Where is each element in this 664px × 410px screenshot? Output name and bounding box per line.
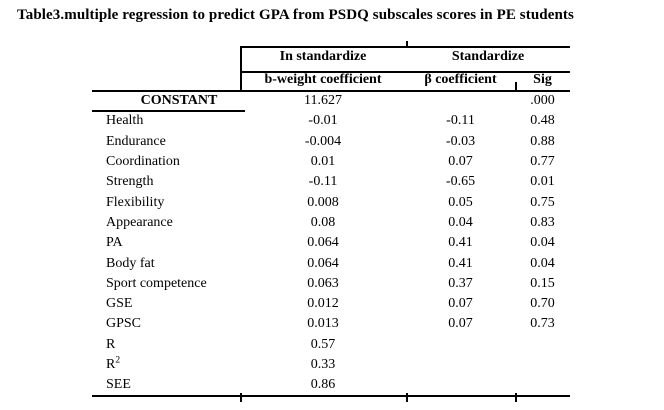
bweight-value: 0.57 [310,336,336,352]
row-label: Endurance [106,133,166,149]
header-top-rule [240,46,570,48]
bweight-value: 0.86 [310,377,336,393]
bweight-value: 0.064 [307,235,339,251]
sig-column-tick [515,82,517,91]
sig-value: 0.83 [530,214,555,230]
row-label: GSE [106,296,133,312]
beta-value: 0.04 [448,214,473,230]
header-bottom-rule [92,90,570,92]
beta-value: 0.07 [448,316,473,332]
table-row: GPSC 0.013 0.07 0.73 [92,314,570,334]
group-header-standardized: Standardize [451,49,525,64]
beta-value: 0.07 [448,154,473,170]
row-label: Health [106,113,144,129]
table-body: CONSTANT 11.627 .000 Health -0.01 -0.11 … [92,91,570,395]
bottom-tick-bweight-col [406,393,408,402]
header-mid-rule [240,71,570,73]
bweight-value: 0.063 [307,275,339,291]
beta-value: 0.05 [448,194,473,210]
row-label: Sport competence [106,275,207,291]
column-header-beta: β coefficient [424,72,497,87]
constant-underline-rule [92,110,245,112]
row-label: GPSC [106,316,142,332]
table-row: Strength -0.11 -0.65 0.01 [92,172,570,192]
table-row: Health -0.01 -0.11 0.48 [92,111,570,131]
header-left-vertical-rule [240,46,242,91]
sig-value: 0.04 [530,235,555,251]
superscript-2: 2 [115,355,121,366]
bweight-value: 0.008 [307,194,339,210]
sig-value: 0.75 [530,194,555,210]
bweight-value: 0.064 [307,255,339,271]
table-row: GSE 0.012 0.07 0.70 [92,294,570,314]
sig-value: 0.73 [530,316,555,332]
beta-value: -0.11 [446,113,475,129]
beta-value: -0.65 [445,174,476,190]
bweight-value: 0.013 [307,316,339,332]
table-row: Sport competence 0.063 0.37 0.15 [92,274,570,294]
bweight-value: 0.08 [310,214,336,230]
row-label: Coordination [106,154,180,170]
table-row: R2 0.33 [92,355,570,375]
beta-value: 0.41 [448,255,473,271]
top-column-tick [406,41,408,48]
sig-value: 0.04 [530,255,555,271]
row-label: Body fat [106,255,155,271]
bottom-tick-beta-col [515,393,517,402]
row-label: SEE [106,377,131,393]
beta-value: 0.07 [448,296,473,312]
bweight-value: 0.33 [310,357,336,372]
sig-value: 0.15 [530,275,555,291]
sig-value: .000 [530,93,555,109]
row-label: CONSTANT [140,93,218,109]
row-label: Strength [106,174,154,190]
row-label: Appearance [106,214,173,230]
regression-table: In standardize Standardize b-weight coef… [92,41,570,402]
table-row: Flexibility 0.008 0.05 0.75 [92,192,570,212]
group-header-unstandardized: In standardize [279,49,367,64]
bweight-value: 0.012 [307,296,339,312]
beta-value: 0.41 [448,235,473,251]
table-row: CONSTANT 11.627 .000 [92,91,570,111]
sig-value: 0.88 [530,133,555,149]
row-label: PA [106,235,123,251]
row-label: R [106,336,116,352]
table-row: Endurance -0.004 -0.03 0.88 [92,132,570,152]
table-caption: Table3.multiple regression to predict GP… [17,7,574,23]
table-row: Coordination 0.01 0.07 0.77 [92,152,570,172]
table-row: SEE 0.86 [92,375,570,395]
sig-value: 0.01 [530,174,555,190]
beta-value: 0.37 [448,275,473,291]
bottom-tick-label-col [240,393,242,402]
table-row: PA 0.064 0.41 0.04 [92,233,570,253]
column-header-sig: Sig [533,72,552,87]
row-label: R2 [106,355,121,372]
row-label: Flexibility [106,194,165,210]
bweight-value: 11.627 [304,93,342,109]
bweight-value: 0.01 [310,154,336,170]
sig-value: 0.77 [530,154,555,170]
table-row: Appearance 0.08 0.04 0.83 [92,213,570,233]
bweight-value: -0.11 [308,174,338,190]
sig-value: 0.48 [530,113,555,129]
sig-value: 0.70 [530,296,555,312]
beta-value: -0.03 [445,133,476,149]
bweight-value: -0.004 [304,133,342,149]
table-row: Body fat 0.064 0.41 0.04 [92,253,570,273]
bweight-value: -0.01 [308,113,338,129]
column-header-bweight: b-weight coefficient [264,72,382,87]
table-row: R 0.57 [92,335,570,355]
table-bottom-rule [92,395,570,397]
